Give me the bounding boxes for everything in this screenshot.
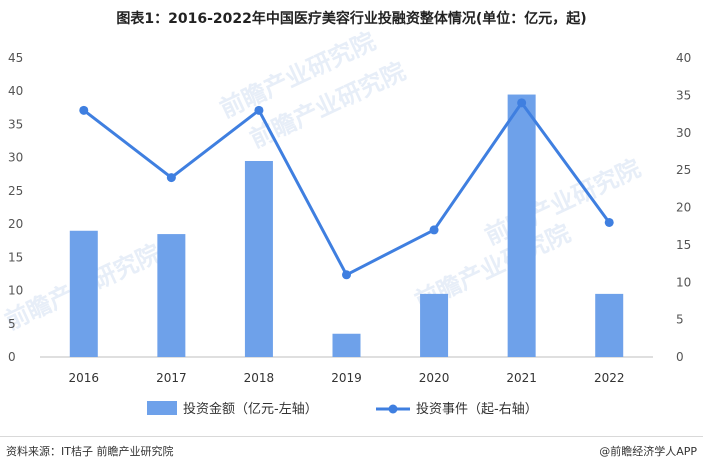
x-tick-label: 2021	[506, 371, 537, 385]
legend-label-line: 投资事件（起-右轴）	[416, 401, 538, 417]
y-right-tick-label: 5	[676, 313, 684, 327]
bar	[157, 234, 186, 357]
legend: 投资金额（亿元-左轴） 投资事件（起-右轴）	[147, 401, 538, 417]
legend-swatch-bar	[147, 401, 177, 415]
bar	[420, 293, 449, 357]
line-point	[254, 105, 264, 115]
line-point	[166, 173, 176, 183]
footer-divider	[0, 436, 703, 437]
y-left-tick-label: 45	[8, 51, 23, 65]
y-left-tick-label: 35	[8, 117, 23, 131]
plot-area: 0 5 10 15 20 25 30 35 40 45 0 5 10 15 20 25 30 35 40 2016 20…	[8, 51, 691, 385]
line-point	[517, 98, 527, 108]
x-tick-label: 2018	[244, 371, 275, 385]
x-tick-label: 2016	[69, 371, 100, 385]
y-left-tick-label: 30	[8, 151, 23, 165]
y-right-tick-label: 35	[676, 88, 691, 102]
bar	[69, 230, 98, 357]
chart-title: 图表1：2016-2022年中国医疗美容行业投融资整体情况(单位：亿元，起)	[116, 11, 587, 27]
y-left-tick-label: 10	[8, 284, 23, 298]
x-tick-label: 2019	[331, 371, 362, 385]
y-left-tick-label: 5	[8, 317, 16, 331]
x-tick-label: 2020	[419, 371, 450, 385]
y-right-tick-label: 40	[676, 51, 691, 65]
legend-label-bar: 投资金额（亿元-左轴）	[183, 401, 318, 417]
legend-marker-line	[388, 404, 398, 414]
y-right-tick-label: 10	[676, 275, 691, 289]
source-note: 资料来源：IT桔子 前瞻产业研究院	[6, 445, 174, 458]
line-point	[604, 217, 614, 227]
y-left-tick-label: 25	[8, 184, 23, 198]
bar	[244, 160, 273, 357]
line-point	[342, 270, 351, 280]
y-right-tick-label: 15	[676, 238, 691, 252]
bar	[595, 293, 624, 357]
y-right-tick-label: 20	[676, 201, 691, 215]
line-point	[429, 225, 439, 235]
y-left-tick-label: 15	[8, 250, 23, 264]
line-point	[79, 105, 89, 115]
x-tick-label: 2022	[594, 371, 625, 385]
y-right-tick-label: 25	[676, 163, 691, 177]
y-left-tick-label: 0	[8, 350, 16, 364]
y-left-tick-label: 20	[8, 217, 23, 231]
x-tick-label: 2017	[156, 371, 187, 385]
bar	[507, 94, 536, 358]
bar	[332, 333, 361, 357]
y-right-tick-label: 30	[676, 126, 691, 140]
y-left-tick-label: 40	[8, 84, 23, 98]
y-right-tick-label: 0	[676, 350, 684, 364]
brand-credit: @前瞻经济学人APP	[599, 445, 697, 458]
